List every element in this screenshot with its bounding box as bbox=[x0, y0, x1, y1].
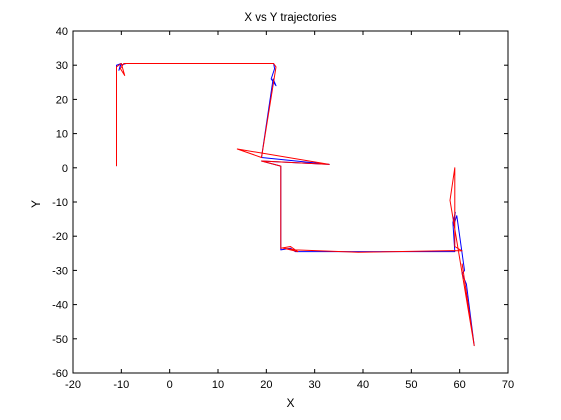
x-tick-label-30: 30 bbox=[309, 379, 321, 391]
x-tick-label-10: 10 bbox=[212, 379, 224, 391]
tick-layer: -20 -10 0 10 20 30 40 50 60 70 -60 -50 -40 -30 -20 -10 0… bbox=[52, 26, 514, 391]
y-tick-label--50: -50 bbox=[52, 334, 68, 346]
series-layer bbox=[116, 63, 475, 347]
x-tick-label-40: 40 bbox=[357, 379, 369, 391]
y-tick-label-20: 20 bbox=[56, 94, 68, 106]
y-tick-label-30: 30 bbox=[56, 60, 68, 72]
x-tick-label--10: -10 bbox=[113, 379, 129, 391]
y-tick-label--60: -60 bbox=[52, 368, 68, 380]
x-tick-label-60: 60 bbox=[454, 379, 466, 391]
plot-area bbox=[73, 31, 508, 373]
x-tick-label-50: 50 bbox=[405, 379, 417, 391]
y-tick-label--20: -20 bbox=[52, 231, 68, 243]
chart-title: X vs Y trajectories bbox=[244, 12, 337, 24]
x-tick-label-0: 0 bbox=[167, 379, 173, 391]
y-tick-label--40: -40 bbox=[52, 300, 68, 312]
y-tick-label--10: -10 bbox=[52, 197, 68, 209]
y-tick-label--30: -30 bbox=[52, 265, 68, 277]
y-tick-label-10: 10 bbox=[56, 129, 68, 141]
series-line-2 bbox=[116, 63, 475, 347]
y-tick-label-0: 0 bbox=[62, 163, 68, 175]
y-tick-label-40: 40 bbox=[56, 26, 68, 38]
x-tick-label--20: -20 bbox=[65, 379, 81, 391]
x-tick-label-20: 20 bbox=[260, 379, 272, 391]
y-axis-label: Y bbox=[29, 200, 43, 208]
x-axis-label: X bbox=[286, 396, 294, 410]
x-tick-label-70: 70 bbox=[502, 379, 514, 391]
